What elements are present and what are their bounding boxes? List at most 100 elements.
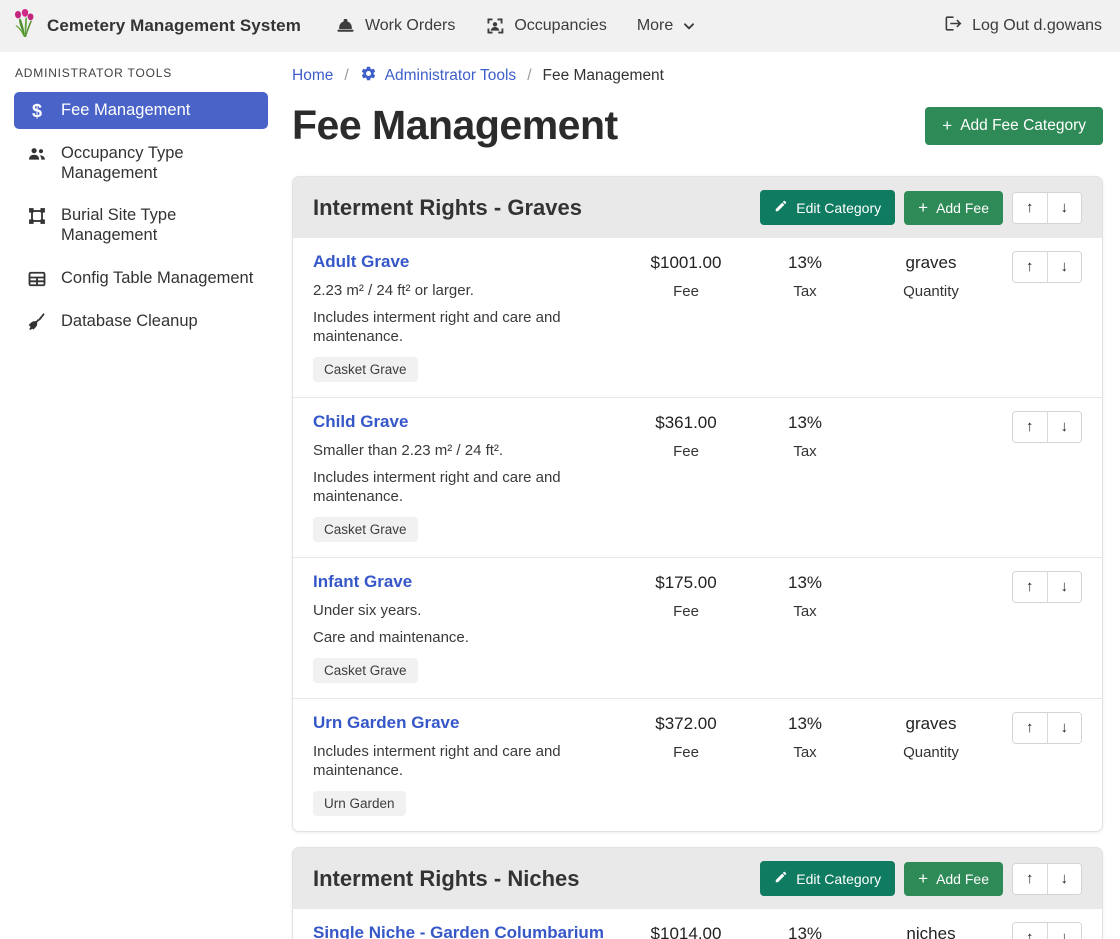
fee-main: Infant Grave Under six years. Care and m… [313,571,634,683]
fee-tax-label: Tax [768,283,842,300]
move-fee-up-button[interactable]: ↑ [1013,713,1047,743]
sidebar-item-fee-management[interactable]: $ Fee Management [14,92,268,129]
breadcrumb-admin-tools-link[interactable]: Administrator Tools [360,65,517,87]
fee-quantity-value: graves [872,713,990,735]
nav-work-orders[interactable]: Work Orders [335,16,455,37]
fee-reorder-group: ↑ ↓ [1012,411,1082,443]
move-fee-down-button[interactable]: ↓ [1047,713,1082,743]
hard-hat-icon [335,16,356,37]
fee-amount-label: Fee [634,283,738,300]
fee-name-link[interactable]: Single Niche - Garden Columbarium [313,922,604,939]
edit-category-label: Edit Category [796,200,881,216]
add-fee-button[interactable]: + Add Fee [904,862,1003,896]
fee-tax-label: Tax [768,744,842,761]
sidebar-item-database-cleanup[interactable]: Database Cleanup [14,303,268,340]
fee-description-line-2: Includes interment right and care and ma… [313,308,634,346]
category-reorder-group: ↑ ↓ [1012,192,1082,224]
move-fee-down-button[interactable]: ↓ [1047,252,1082,282]
nav-occupancies[interactable]: Occupancies [485,16,607,36]
add-fee-category-button[interactable]: + Add Fee Category [925,107,1103,145]
category-actions: Edit Category + Add Fee ↑ ↓ [760,190,1082,225]
fee-row: Urn Garden Grave Includes interment righ… [293,699,1102,831]
dollar-icon: $ [26,101,48,121]
fee-reorder-group: ↑ ↓ [1012,571,1082,603]
add-fee-category-label: Add Fee Category [960,117,1086,135]
fee-reorder-group: ↑ ↓ [1012,251,1082,283]
fee-name-link[interactable]: Child Grave [313,411,408,433]
pencil-icon [774,870,788,887]
gear-icon [360,65,377,87]
sidebar-item-label: Occupancy Type Management [61,143,258,183]
table-icon [26,269,48,289]
fee-amount-label: Fee [634,744,738,761]
fee-row: Infant Grave Under six years. Care and m… [293,558,1102,699]
categories-container: Interment Rights - Graves Edit Category … [292,176,1103,939]
fee-amount-value: $175.00 [634,572,738,594]
fee-tax-column: 13% Tax [768,712,842,761]
arrow-down-icon: ↓ [1061,870,1069,887]
nav-more[interactable]: More [637,17,696,35]
fee-description-line-1: 2.23 m² / 24 ft² or larger. [313,281,634,300]
sidebar-item-occupancy-type-management[interactable]: Occupancy Type Management [14,135,268,191]
fee-row: Adult Grave 2.23 m² / 24 ft² or larger. … [293,238,1102,398]
move-fee-up-button[interactable]: ↑ [1013,252,1047,282]
category-actions: Edit Category + Add Fee ↑ ↓ [760,861,1082,896]
move-fee-down-button[interactable]: ↓ [1047,923,1082,939]
category-title: Interment Rights - Niches [313,866,579,892]
app-brand[interactable]: Cemetery Management System [12,9,301,44]
category-header: Interment Rights - Niches Edit Category … [293,848,1102,909]
fee-amount-label: Fee [634,603,738,620]
move-fee-down-button[interactable]: ↓ [1047,572,1082,602]
sidebar-item-config-table-management[interactable]: Config Table Management [14,260,268,297]
move-category-up-button[interactable]: ↑ [1013,864,1047,894]
move-fee-up-button[interactable]: ↑ [1013,572,1047,602]
sidebar-item-label: Config Table Management [61,268,253,288]
arrow-down-icon: ↓ [1061,418,1069,435]
breadcrumb: Home / Administrator Tools / Fee Managem… [292,65,1103,87]
broom-icon [26,312,48,332]
fee-name-link[interactable]: Infant Grave [313,571,412,593]
fee-description-line-2: Care and maintenance. [313,628,634,647]
fee-name-link[interactable]: Adult Grave [313,251,409,273]
move-fee-up-button[interactable]: ↑ [1013,923,1047,939]
category-header: Interment Rights - Graves Edit Category … [293,177,1102,238]
fee-quantity-label: Quantity [872,283,990,300]
arrow-up-icon: ↑ [1026,578,1034,595]
move-category-up-button[interactable]: ↑ [1013,193,1047,223]
people-icon [26,144,48,164]
arrow-down-icon: ↓ [1061,258,1069,275]
arrow-down-icon: ↓ [1061,719,1069,736]
move-category-down-button[interactable]: ↓ [1047,193,1082,223]
sidebar: ADMINISTRATOR TOOLS $ Fee Management Occ… [0,52,280,346]
edit-category-button[interactable]: Edit Category [760,861,895,896]
sidebar-item-label: Database Cleanup [61,311,198,331]
sidebar-item-label: Fee Management [61,100,190,120]
logout-button[interactable]: Log Out d.gowans [944,14,1102,38]
move-fee-down-button[interactable]: ↓ [1047,412,1082,442]
breadcrumb-separator: / [344,67,348,85]
fee-tax-label: Tax [768,443,842,460]
logout-label: Log Out d.gowans [972,17,1102,35]
nav-more-label: More [637,17,673,35]
sidebar-heading: ADMINISTRATOR TOOLS [15,66,268,80]
add-fee-button[interactable]: + Add Fee [904,191,1003,225]
add-fee-label: Add Fee [936,200,989,216]
arrow-up-icon: ↑ [1026,418,1034,435]
nav-work-orders-label: Work Orders [365,17,455,35]
fee-amount-value: $361.00 [634,412,738,434]
fee-amount-label: Fee [634,443,738,460]
fee-name-link[interactable]: Urn Garden Grave [313,712,459,734]
fee-tax-column: 13% Tax [768,922,842,939]
plus-icon: + [942,119,952,133]
breadcrumb-home-link[interactable]: Home [292,67,333,85]
fee-quantity-column [872,571,990,572]
fee-reorder-group: ↑ ↓ [1012,712,1082,744]
move-fee-up-button[interactable]: ↑ [1013,412,1047,442]
breadcrumb-admin-tools-label: Administrator Tools [385,67,517,85]
sidebar-item-burial-site-type-management[interactable]: Burial Site Type Management [14,197,268,253]
move-category-down-button[interactable]: ↓ [1047,864,1082,894]
edit-category-button[interactable]: Edit Category [760,190,895,225]
plot-frame-icon [26,206,48,226]
main-content: Home / Administrator Tools / Fee Managem… [280,52,1120,939]
arrow-up-icon: ↑ [1026,258,1034,275]
